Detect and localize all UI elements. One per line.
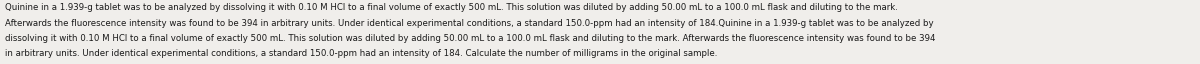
Text: Afterwards the fluorescence intensity was found to be 394 in arbitrary units. Un: Afterwards the fluorescence intensity wa… <box>5 18 934 28</box>
Text: Quinine in a 1.939-g tablet was to be analyzed by dissolving it with 0.10 M HCl : Quinine in a 1.939-g tablet was to be an… <box>5 3 898 12</box>
Text: in arbitrary units. Under identical experimental conditions, a standard 150.0-pp: in arbitrary units. Under identical expe… <box>5 49 718 58</box>
Text: dissolving it with 0.10 M HCl to a final volume of exactly 500 mL. This solution: dissolving it with 0.10 M HCl to a final… <box>5 34 935 43</box>
